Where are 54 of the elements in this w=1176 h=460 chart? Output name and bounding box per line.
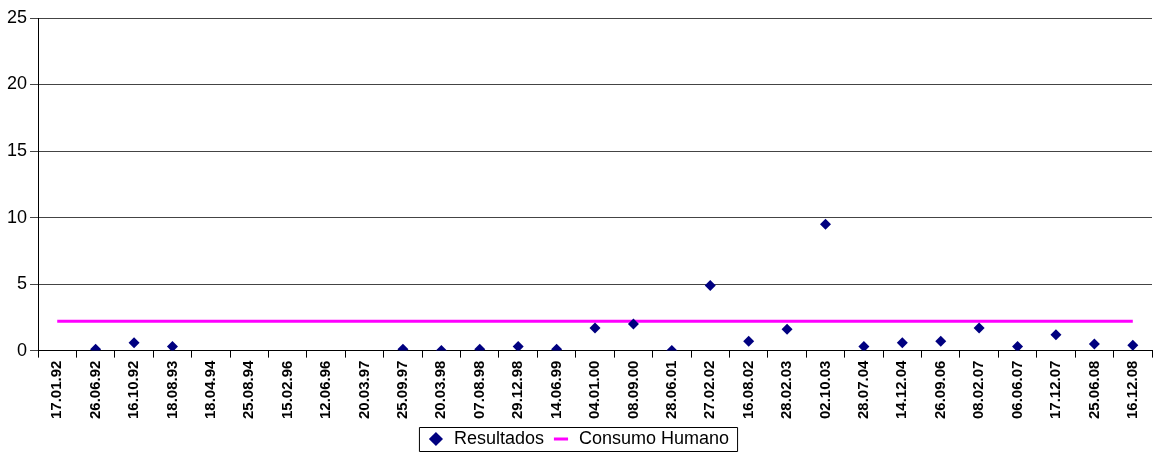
x-tick-label: 18.04.94 xyxy=(201,359,219,419)
x-tick-label: 08.09.00 xyxy=(623,360,641,419)
y-tick-label: 5 xyxy=(17,273,28,294)
point xyxy=(781,323,793,335)
x-tick-label: 08.02.07 xyxy=(969,360,987,419)
point xyxy=(1050,329,1062,341)
x-tick-label: 28.02.03 xyxy=(777,360,795,419)
x-tick-label: 16.10.92 xyxy=(124,360,142,419)
y-tick-label: 20 xyxy=(6,73,28,94)
point xyxy=(896,337,908,349)
legend-label: Consumo Humano xyxy=(578,427,730,448)
point xyxy=(858,341,870,351)
y-tick-label: 25 xyxy=(6,6,28,27)
x-tick-label: 27.02.02 xyxy=(700,360,718,419)
x-tick-label: 20.03.97 xyxy=(354,360,372,419)
point xyxy=(1012,341,1024,351)
legend-label: Resultados xyxy=(453,427,544,448)
x-tick-label: 12.06.96 xyxy=(316,360,334,419)
y-tick-label: 15 xyxy=(6,140,28,161)
point xyxy=(166,341,178,351)
x-tick-label: 02.10.03 xyxy=(815,360,833,419)
point xyxy=(627,318,639,330)
y-tick-label: 0 xyxy=(17,339,28,360)
x-tick-label: 07.08.98 xyxy=(469,360,487,419)
x-tick-label: 20.03.98 xyxy=(431,360,449,419)
point xyxy=(973,322,985,334)
point xyxy=(704,279,716,291)
x-tick-label: 06.06.07 xyxy=(1007,360,1025,419)
x-tick-label: 04.01.00 xyxy=(585,360,603,419)
point xyxy=(743,335,755,347)
x-tick-label: 16.08.02 xyxy=(738,360,756,419)
x-tick-label: 26.06.92 xyxy=(85,360,103,419)
x-tick-label: 15.02.96 xyxy=(277,360,295,419)
point xyxy=(819,218,831,230)
x-tick-label: 28.06.01 xyxy=(661,360,679,419)
x-tick-label: 16.12.08 xyxy=(1122,360,1140,419)
x-tick-label: 25.08.94 xyxy=(239,359,257,419)
x-tick-label: 25.09.97 xyxy=(393,360,411,419)
x-tick-label: 18.08.93 xyxy=(162,360,180,419)
x-tick-label: 14.12.04 xyxy=(892,359,910,419)
x-tick-label: 17.12.07 xyxy=(1046,360,1064,419)
x-tick-label: 17.01.92 xyxy=(47,360,65,419)
x-tick-label: 14.06.99 xyxy=(546,360,564,419)
x-tick-label: 29.12.98 xyxy=(508,360,526,419)
point xyxy=(1127,339,1139,351)
point xyxy=(1088,338,1100,350)
x-tick-label: 26.09.06 xyxy=(930,360,948,419)
point xyxy=(128,337,140,349)
y-tick-label: 10 xyxy=(6,206,28,227)
point xyxy=(935,335,947,347)
point xyxy=(589,322,601,334)
x-tick-label: 28.07.04 xyxy=(854,359,872,419)
x-tick-label: 25.06.08 xyxy=(1084,360,1102,419)
point xyxy=(512,341,524,351)
